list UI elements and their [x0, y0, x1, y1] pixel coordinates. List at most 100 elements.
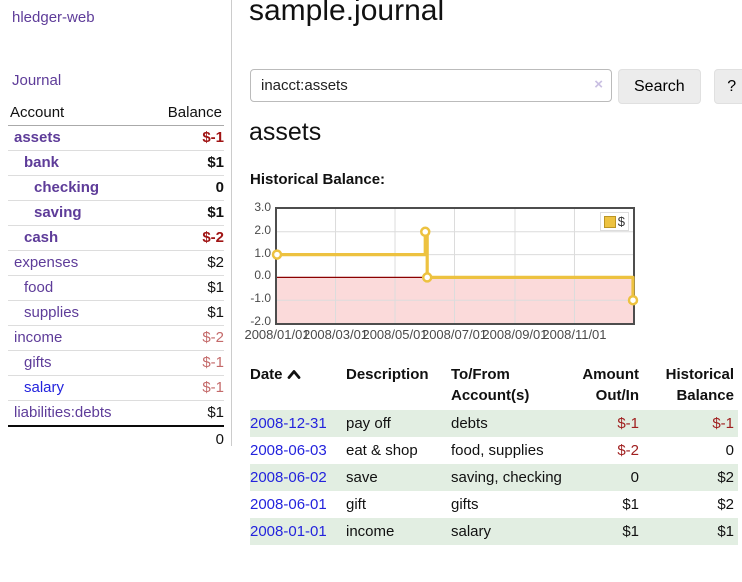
sidebar-item-journal[interactable]: Journal [12, 72, 61, 89]
brand-link[interactable]: hledger-web [12, 9, 95, 26]
account-balance: $-1 [146, 376, 224, 401]
chart-title: Historical Balance: [250, 171, 385, 188]
accounts-header-account: Account [8, 101, 146, 126]
transaction-description: save [346, 464, 451, 491]
account-balance: $1 [146, 276, 224, 301]
transaction-amount: $1 [571, 518, 643, 545]
account-row: supplies $1 [8, 301, 224, 326]
account-row: checking0 [8, 176, 224, 201]
brand: hledger-web [12, 9, 95, 26]
account-row: bank $1 [8, 151, 224, 176]
x-axis-tick-label: 2008/09/01 [482, 327, 547, 342]
account-row: food $1 [8, 276, 224, 301]
data-point-marker[interactable] [273, 251, 281, 259]
transaction-description: gift [346, 491, 451, 518]
chart-plot-area[interactable]: $ [275, 207, 635, 325]
sidebar-account-link[interactable]: liabilities:debts [14, 404, 112, 421]
transaction-date-link[interactable]: 2008-06-01 [250, 496, 327, 513]
transaction-amount: $-2 [571, 437, 643, 464]
column-header-amount: Amount Out/In [571, 360, 643, 410]
transaction-description: pay off [346, 410, 451, 437]
sidebar-account-link[interactable]: gifts [24, 354, 52, 371]
account-balance: $1 [146, 301, 224, 326]
account-row: liabilities:debts $1 [8, 401, 224, 427]
data-point-marker[interactable] [421, 228, 429, 236]
transaction-date-link[interactable]: 2008-01-01 [250, 523, 327, 540]
register-row: 2008-06-03eat & shopfood, supplies$-20 [250, 437, 738, 464]
account-balance: $2 [146, 251, 224, 276]
account-row: saving $1 [8, 201, 224, 226]
sidebar-account-link[interactable]: assets [14, 129, 61, 146]
y-axis-tick-label: 2.0 [249, 222, 271, 238]
register-header-row: Date Description To/From Account(s) Amou… [250, 360, 738, 410]
main-content: sample.journal × Search ? assets Histori… [249, 0, 742, 582]
register-row: 2008-06-01giftgifts$1$2 [250, 491, 738, 518]
sidebar-account-link[interactable]: salary [24, 379, 64, 396]
search-input[interactable] [250, 69, 612, 102]
chart-legend: $ [600, 212, 629, 231]
transaction-accounts: gifts [451, 491, 571, 518]
sidebar-account-link[interactable]: food [24, 279, 53, 296]
x-axis-tick-label: 2008/07/01 [422, 327, 487, 342]
x-axis-tick-label: 2008/01/01 [244, 327, 309, 342]
transaction-date-link[interactable]: 2008-06-02 [250, 469, 327, 486]
account-balance: $-1 [146, 126, 224, 151]
column-header-date[interactable]: Date [250, 360, 346, 410]
transaction-accounts: saving, checking [451, 464, 571, 491]
register-table: Date Description To/From Account(s) Amou… [250, 360, 738, 545]
sidebar-account-link[interactable]: bank [24, 154, 59, 171]
sidebar-account-link[interactable]: checking [34, 179, 99, 196]
account-balance: $-1 [146, 351, 224, 376]
clear-search-icon[interactable]: × [594, 76, 603, 93]
sidebar-account-link[interactable]: income [14, 329, 62, 346]
transaction-date-link[interactable]: 2008-06-03 [250, 442, 327, 459]
accounts-total-row: 0 [8, 426, 224, 452]
y-axis-tick-label: 1.0 [249, 245, 271, 261]
account-row: salary $-1 [8, 376, 224, 401]
account-row: gifts $-1 [8, 351, 224, 376]
page-title: sample.journal [249, 0, 444, 28]
account-row: income $-2 [8, 326, 224, 351]
y-axis-tick-label: -1.0 [249, 290, 271, 306]
sidebar-account-link[interactable]: supplies [24, 304, 79, 321]
column-header-description: Description [346, 360, 451, 410]
transaction-balance: $2 [643, 464, 738, 491]
sidebar-account-link[interactable]: cash [24, 229, 58, 246]
x-axis-tick-label: 2008/03/01 [303, 327, 368, 342]
register-row: 2008-06-02savesaving, checking0$2 [250, 464, 738, 491]
search-button[interactable]: Search [618, 69, 701, 104]
column-header-historical-balance: Historical Balance [643, 360, 738, 410]
transaction-balance: $-1 [643, 410, 738, 437]
historical-balance-chart: $ 3.02.01.00.0-1.0-2.0 2008/01/012008/03… [249, 203, 742, 348]
account-row: cash $-2 [8, 226, 224, 251]
account-balance: $1 [146, 151, 224, 176]
account-balance: $-2 [146, 326, 224, 351]
help-button[interactable]: ? [714, 69, 742, 104]
transaction-description: income [346, 518, 451, 545]
transaction-accounts: food, supplies [451, 437, 571, 464]
account-balance: $-2 [146, 226, 224, 251]
data-point-marker[interactable] [423, 273, 431, 281]
x-axis-tick-label: 2008/05/01 [362, 327, 427, 342]
y-axis-tick-label: 3.0 [249, 199, 271, 215]
accounts-header-row: Account Balance [8, 101, 224, 126]
series-swatch-icon [604, 216, 616, 228]
search-bar: × Search ? [250, 69, 742, 104]
accounts-table: Account Balance assets$-1bank$1checking0… [8, 101, 224, 452]
account-row: assets $-1 [8, 126, 224, 151]
transaction-date-link[interactable]: 2008-12-31 [250, 415, 327, 432]
sidebar-account-link[interactable]: expenses [14, 254, 78, 271]
accounts-total-value: 0 [146, 426, 224, 452]
account-row: expenses $2 [8, 251, 224, 276]
date-header-label: Date [250, 366, 283, 383]
register-row: 2008-01-01incomesalary$1$1 [250, 518, 738, 545]
accounts-header-balance: Balance [146, 101, 224, 126]
accounts-total-label [8, 426, 146, 452]
x-axis-tick-label: 2008/11/01 [542, 327, 606, 342]
chart-canvas [277, 209, 633, 323]
account-balance: $1 [146, 401, 224, 427]
data-point-marker[interactable] [629, 296, 637, 304]
account-balance: $1 [146, 201, 224, 226]
transaction-balance: $1 [643, 518, 738, 545]
sidebar-account-link[interactable]: saving [34, 204, 82, 221]
